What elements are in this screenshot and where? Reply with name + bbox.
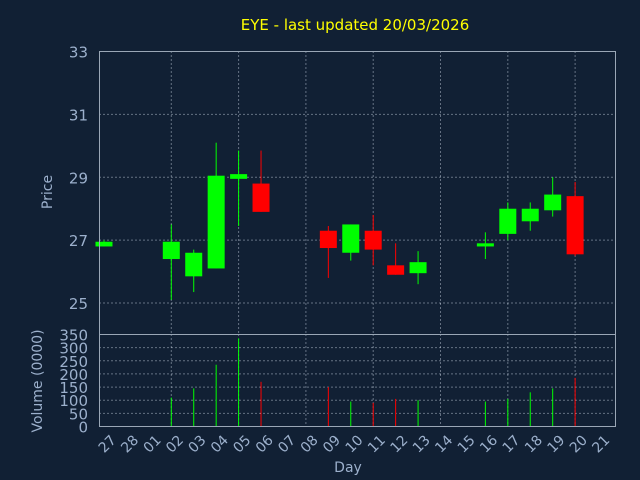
- x-tick-label: 07: [275, 432, 299, 456]
- volume-tick-label: 50: [69, 405, 88, 423]
- volume-tick-label: 300: [59, 340, 88, 358]
- volume-panel-frame: [99, 334, 616, 427]
- x-tick-label: 09: [320, 432, 344, 456]
- price-tick-label: 27: [69, 232, 88, 250]
- candle-body: [544, 194, 562, 211]
- x-tick-label: 10: [343, 432, 367, 456]
- volume-series: [170, 338, 576, 427]
- candle-body: [185, 252, 203, 277]
- x-tick-label: 18: [522, 432, 546, 456]
- price-tick-label: 33: [69, 44, 88, 62]
- price-tick-label: 29: [69, 169, 88, 187]
- x-tick-label: 02: [163, 432, 187, 456]
- candle-body: [230, 174, 248, 179]
- volume-grid: [99, 334, 616, 427]
- x-tick-label: 01: [141, 432, 165, 456]
- x-axis-ticks: 2728010203040506070809101112131415161718…: [96, 432, 613, 456]
- x-tick-label: 12: [387, 432, 411, 456]
- candle-body: [521, 208, 539, 222]
- price-tick-label: 31: [69, 106, 88, 124]
- x-tick-label: 17: [500, 432, 524, 456]
- candle-body: [476, 243, 494, 247]
- candle-body: [342, 224, 360, 253]
- x-tick-label: 16: [477, 432, 501, 456]
- candlestick-series: [95, 142, 584, 300]
- x-tick-label: 05: [230, 432, 254, 456]
- volume-axis-label: Volume (0000): [30, 329, 46, 432]
- x-tick-label: 15: [455, 432, 479, 456]
- x-axis-label: Day: [334, 460, 362, 476]
- volume-tick-label: 250: [59, 353, 88, 371]
- chart-title: EYE - last updated 20/03/2026: [241, 16, 470, 34]
- volume-tick-label: 100: [59, 392, 88, 410]
- price-grid: [99, 51, 616, 335]
- x-tick-label: 27: [96, 432, 120, 456]
- candle-body: [162, 241, 180, 260]
- x-tick-label: 04: [208, 432, 232, 456]
- candle-body: [319, 230, 337, 249]
- x-tick-label: 08: [298, 432, 322, 456]
- price-y-ticks: 25 27 29 31 33: [69, 44, 88, 314]
- candle-body: [364, 230, 382, 250]
- x-tick-label: 11: [365, 432, 389, 456]
- x-tick-label: 03: [186, 432, 210, 456]
- candle-body: [499, 208, 517, 234]
- candle-body: [387, 265, 405, 275]
- price-panel-frame: [99, 51, 616, 335]
- x-tick-label: 19: [545, 432, 569, 456]
- price-tick-label: 25: [69, 295, 88, 313]
- x-tick-label: 28: [118, 432, 142, 456]
- x-tick-label: 20: [567, 432, 591, 456]
- candle-body: [207, 175, 225, 269]
- x-tick-label: 14: [432, 432, 456, 456]
- candle-body: [566, 196, 584, 255]
- candle-body: [409, 262, 427, 274]
- volume-tick-label: 200: [59, 366, 88, 384]
- volume-tick-label: 350: [59, 327, 88, 345]
- volume-tick-label: 150: [59, 379, 88, 397]
- volume-tick-label: 0: [78, 419, 88, 437]
- price-axis-label: Price: [40, 175, 56, 209]
- x-tick-label: 21: [589, 432, 613, 456]
- candle-body: [95, 241, 113, 247]
- x-tick-label: 06: [253, 432, 277, 456]
- x-tick-label: 13: [410, 432, 434, 456]
- candle-body: [252, 183, 270, 212]
